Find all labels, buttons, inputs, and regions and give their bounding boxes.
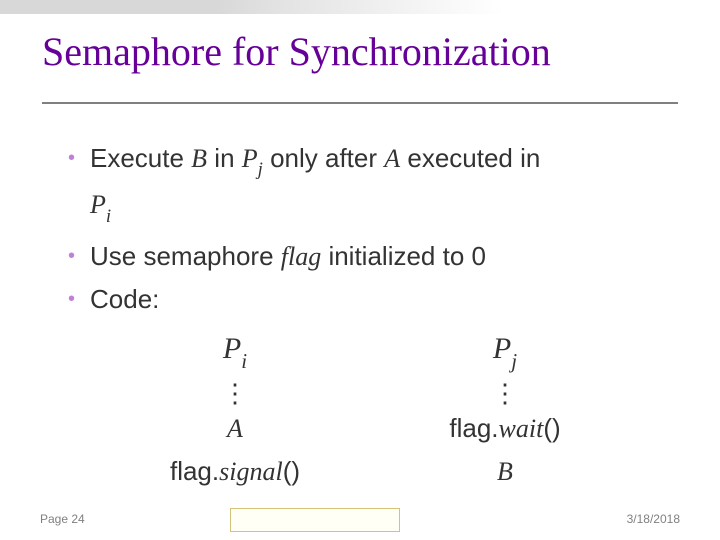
text-fragment: initialized to 0 — [321, 241, 486, 271]
var-p: P — [242, 144, 258, 173]
text-fragment: flag. — [170, 456, 219, 486]
code-col-right: Pj ⋮ flag.wait() B — [370, 328, 640, 493]
vdots: ⋮ — [100, 379, 370, 407]
footer-highlight-box — [230, 508, 400, 532]
var-p: P — [493, 332, 511, 365]
text-fragment: Use semaphore — [90, 241, 281, 271]
code-line-a: A — [100, 407, 370, 450]
var-a: A — [227, 414, 243, 443]
slide-title: Semaphore for Synchronization — [42, 28, 551, 75]
subscript-j: j — [511, 349, 517, 373]
text-fragment: Code: — [90, 284, 159, 314]
proc-header-pj: Pj — [370, 328, 640, 379]
top-gradient-band — [0, 0, 720, 14]
var-p: P — [223, 332, 241, 365]
proc-header-pi: Pi — [100, 328, 370, 379]
subscript-j: j — [258, 159, 263, 180]
bullet-marker: • — [68, 238, 90, 274]
text-fragment: Execute — [90, 143, 191, 173]
vdots: ⋮ — [370, 379, 640, 407]
var-p: P — [90, 190, 106, 219]
text-fragment: in — [207, 143, 242, 173]
bullet-marker: • — [68, 281, 90, 317]
bullet-item: • Code: — [68, 281, 668, 317]
var-b: B — [191, 144, 207, 173]
method-wait: wait — [499, 414, 544, 443]
bullet-item: • Use semaphore flag initialized to 0 — [68, 238, 668, 275]
text-fragment: executed in — [400, 143, 540, 173]
text-fragment: only after — [263, 143, 384, 173]
var-b: B — [497, 457, 513, 486]
bullet-text: Code: — [90, 281, 668, 317]
var-flag: flag — [281, 242, 321, 271]
slide-date: 3/18/2018 — [627, 512, 680, 526]
title-underline — [42, 102, 678, 104]
code-line-signal: flag.signal() — [100, 450, 370, 493]
slide: Semaphore for Synchronization • Execute … — [0, 0, 720, 540]
method-signal: signal — [219, 457, 283, 486]
bullet-marker: • — [68, 140, 90, 176]
subscript-i: i — [106, 206, 111, 227]
var-a: A — [384, 144, 400, 173]
bullet-text: Execute B in Pj only after A executed in… — [90, 140, 668, 232]
bullet-item: • Execute B in Pj only after A executed … — [68, 140, 668, 232]
code-line-wait: flag.wait() — [370, 407, 640, 450]
subscript-i: i — [241, 349, 247, 373]
page-number: Page 24 — [40, 512, 85, 526]
text-fragment: () — [543, 413, 560, 443]
code-line-b: B — [370, 450, 640, 493]
bullet-text: Use semaphore flag initialized to 0 — [90, 238, 668, 275]
bullet-list: • Execute B in Pj only after A executed … — [68, 140, 668, 323]
code-columns: Pi ⋮ A flag.signal() Pj ⋮ flag.wait() B — [100, 328, 640, 493]
text-fragment: () — [283, 456, 300, 486]
text-fragment: flag. — [449, 413, 498, 443]
code-col-left: Pi ⋮ A flag.signal() — [100, 328, 370, 493]
